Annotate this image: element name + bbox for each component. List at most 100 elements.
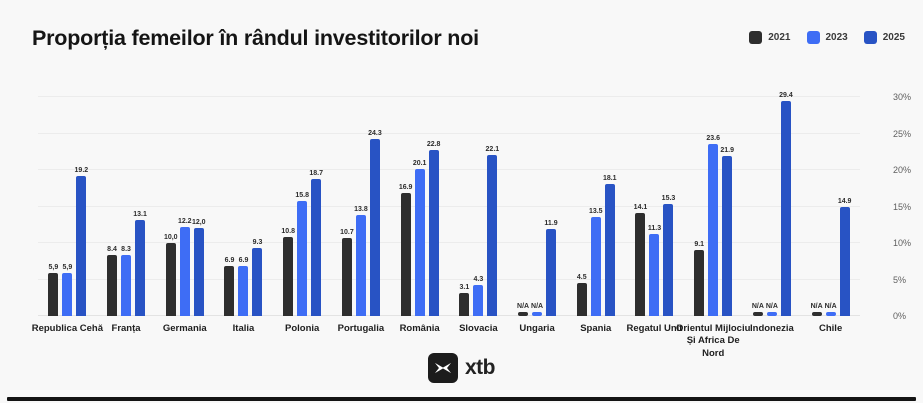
bar-chart-plot-area: 0% 5% 10% 15% 20% 25% 30% 5,9 5,9 19.2 Republica C… bbox=[32, 92, 911, 359]
bar-value-label: 13.5 bbox=[588, 208, 603, 215]
y-axis-tick-30%: 30% bbox=[893, 92, 912, 102]
legend-item-2023: 2023 bbox=[806, 31, 848, 44]
bar-value-label: N/A bbox=[765, 303, 778, 310]
bar-value-label: 21.9 bbox=[720, 147, 734, 154]
bar-value-label: 8.3 bbox=[121, 246, 131, 253]
bar-2021: 9.1 bbox=[694, 241, 705, 316]
brand-logo: xtb bbox=[0, 353, 923, 383]
legend-item-2021: 2021 bbox=[749, 31, 791, 44]
bar-2021: 4.5 bbox=[576, 274, 587, 316]
xtb-logo-icon bbox=[428, 353, 458, 383]
bar-value-label: 14.9 bbox=[837, 198, 852, 205]
bar-2023: 15.8 bbox=[295, 192, 309, 316]
bar-2023: 20.1 bbox=[413, 160, 426, 316]
bar-value-label: 6.9 bbox=[224, 257, 235, 264]
legend-label: 2021 bbox=[768, 32, 791, 43]
x-axis-label: Chile bbox=[819, 323, 843, 334]
bar-value-label: 13.1 bbox=[133, 211, 147, 218]
bar-group-12: 9.1 23.6 21.9 Orientul Mijlociu Și Africa D… bbox=[676, 97, 750, 359]
bar-value-label: 3.1 bbox=[459, 284, 470, 291]
y-axis-tick-20%: 20% bbox=[893, 165, 912, 175]
bar-2023: 13.8 bbox=[354, 206, 368, 316]
bar-2023: 5,9 bbox=[62, 264, 73, 316]
bar-value-label: N/A bbox=[531, 303, 544, 310]
bar-group-6: 10.7 13.8 24.3 Portugalia bbox=[332, 97, 391, 334]
bar-value-label: 16.9 bbox=[398, 184, 413, 191]
bar-value-label: 15.3 bbox=[661, 195, 676, 202]
bar-value-label: 11.3 bbox=[647, 225, 662, 232]
bar-2023: 8.3 bbox=[121, 246, 132, 316]
x-axis-label: Italia bbox=[232, 323, 255, 334]
x-axis-label: Orientul Mijlociu Și Africa De Nord bbox=[675, 323, 751, 359]
bar-2023: N/A bbox=[825, 303, 837, 316]
bar-2023: 4.3 bbox=[473, 276, 484, 316]
bar-value-label: 11.9 bbox=[544, 220, 558, 227]
bar-2025: 9.3 bbox=[252, 239, 263, 316]
x-axis-label: Polonia bbox=[285, 323, 320, 334]
bar-2023: 12.2 bbox=[178, 218, 192, 316]
bar-2021: 14.1 bbox=[634, 204, 647, 316]
bar-2023: 11.3 bbox=[648, 225, 661, 316]
bar-value-label: 23.6 bbox=[706, 135, 720, 142]
bar-group-3: 10,0 12.2 12,0 Germania bbox=[155, 97, 214, 334]
legend-swatch-2025 bbox=[863, 31, 877, 44]
bar-2021: N/A bbox=[517, 303, 529, 316]
bar-value-label: N/A bbox=[810, 303, 823, 310]
bar-value-label: 18.7 bbox=[309, 170, 323, 177]
bar-value-label: 4.5 bbox=[576, 274, 587, 281]
bar-2023: 13.5 bbox=[589, 208, 603, 316]
bar-value-label: 10.8 bbox=[281, 228, 295, 235]
bar-group-13: N/A N/A 29.4 Indonezia bbox=[743, 92, 802, 334]
bar-value-label: 6.9 bbox=[238, 257, 249, 264]
y-axis-tick-15%: 15% bbox=[893, 201, 912, 212]
bottom-divider-bar bbox=[7, 397, 916, 401]
y-axis-tick-5%: 5% bbox=[893, 274, 907, 285]
bar-group-2: 8.4 8.3 13.1 Franța bbox=[97, 97, 156, 334]
chart-title: Proporția femeilor în rândul investitori… bbox=[32, 26, 479, 50]
bar-2023: N/A bbox=[531, 303, 543, 316]
bar-value-label: 12.2 bbox=[177, 218, 192, 225]
bar-value-label: 22.8 bbox=[426, 141, 441, 148]
bar-group-7: 16.9 20.1 22.8 România bbox=[390, 97, 449, 334]
x-axis-label: Spania bbox=[580, 323, 612, 334]
bar-value-label: 12,0 bbox=[191, 219, 206, 226]
x-axis-label: România bbox=[399, 323, 440, 334]
gridline-0% bbox=[38, 315, 860, 316]
bar-group-4: 6.9 6.9 9.3 Italia bbox=[214, 97, 273, 334]
bar-2021: 3.1 bbox=[459, 284, 470, 316]
bar-value-label: 10.7 bbox=[340, 229, 354, 236]
bar-group-11: 14.1 11.3 15.3 Regatul Unit bbox=[625, 97, 684, 334]
bar-value-label: 22.1 bbox=[485, 146, 500, 153]
bar-group-10: 4.5 13.5 18.1 Spania bbox=[566, 97, 625, 334]
bar-group-1: 5,9 5,9 19.2 Republica Cehă bbox=[32, 97, 103, 334]
bar-2025: 13.1 bbox=[133, 211, 147, 316]
bar-2021: 5,9 bbox=[48, 264, 59, 316]
bar-2023: N/A bbox=[766, 303, 778, 316]
bar-2021: 10.8 bbox=[281, 228, 295, 316]
bar-group-9: N/A N/A 11.9 Ungaria bbox=[508, 97, 567, 334]
legend-item-2025: 2025 bbox=[863, 31, 905, 44]
bar-2025: 29.4 bbox=[779, 92, 793, 316]
brand-name: xtb bbox=[465, 356, 496, 379]
bar-2023: 6.9 bbox=[238, 257, 249, 316]
bar-value-label: N/A bbox=[751, 303, 764, 310]
x-axis-label: Republica Cehă bbox=[31, 323, 103, 334]
bar-2025: 22.8 bbox=[427, 141, 440, 316]
bar-2021: N/A bbox=[752, 303, 764, 316]
bar-2025: 18.1 bbox=[603, 175, 617, 316]
bar-2021: N/A bbox=[811, 303, 823, 316]
bar-value-label: 14.1 bbox=[633, 204, 648, 211]
bar-2025: 14.9 bbox=[838, 198, 851, 316]
legend: 2021 2023 2025 bbox=[749, 31, 905, 44]
x-axis-label: Ungaria bbox=[519, 323, 555, 334]
bar-group-8: 3.1 4.3 22.1 Slovacia bbox=[449, 97, 508, 334]
bar-2025: 19.2 bbox=[75, 167, 88, 316]
gridline-25% bbox=[38, 132, 860, 134]
bar-value-label: 24.3 bbox=[368, 130, 382, 137]
bar-2021: 10,0 bbox=[164, 234, 178, 316]
bar-value-label: 29.4 bbox=[779, 92, 793, 99]
gridline-20% bbox=[38, 169, 860, 170]
gridline-5% bbox=[38, 278, 860, 280]
x-axis-label: Indonezia bbox=[750, 323, 794, 334]
bar-2025: 22.1 bbox=[486, 146, 499, 316]
